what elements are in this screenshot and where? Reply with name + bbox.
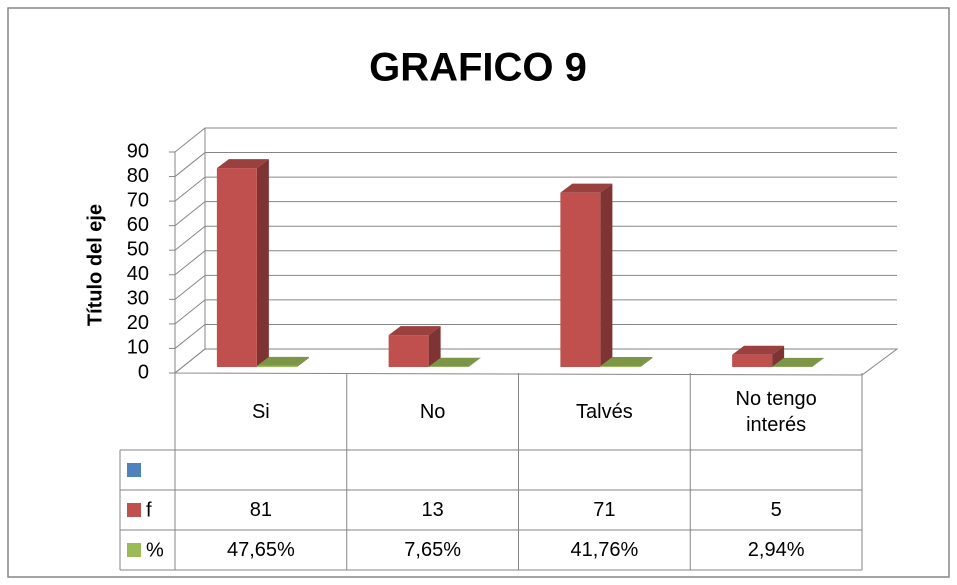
bar-top [256,356,309,366]
value-label: 47,65% [226,539,295,561]
y-tick-label: 50 [127,239,149,261]
value-label: 71 [593,499,616,521]
bar-side [428,326,441,367]
y-tick-label: 10 [127,337,149,359]
grid-line [174,152,897,177]
y-tick-label: 20 [127,312,149,334]
legend-swatch [127,503,141,517]
value-label: 41,76% [570,539,639,561]
chart-title: GRAFICO 9 [369,46,587,90]
value-label: 5 [770,499,782,521]
grid-line [174,225,897,251]
y-tick-label: 70 [127,189,149,211]
category-label: No [419,400,446,423]
bar-top [428,357,481,367]
value-label: 81 [249,499,272,521]
category-label: Si [251,400,270,423]
bar-top [560,183,613,193]
bar [732,354,773,367]
bar-side [772,345,785,367]
bar-side [296,356,309,367]
value-label: 7,65% [404,539,461,561]
y-tick-label: 40 [127,263,149,285]
legend-label: f [146,499,152,521]
bar-top [732,345,785,355]
bar-side [812,357,825,367]
category-label: Talvés [576,400,633,423]
bar-side [468,357,481,367]
grid-line [174,176,897,202]
grid-line [174,127,897,153]
y-tick-label: 90 [127,140,149,162]
grid-line [174,250,897,276]
bar-top [772,357,825,367]
bar-side [640,356,653,367]
grid-line [174,348,897,374]
value-label: 2,94% [747,539,805,561]
bar-top [216,159,269,169]
grid-line [174,299,897,325]
y-tick-label: 0 [138,361,149,383]
y-axis-title: Título del eje [84,204,106,326]
legend-label: % [146,539,164,561]
y-tick-label: 80 [127,165,149,187]
chart-border [7,7,950,578]
y-tick-label: 30 [127,288,149,310]
grid-line [174,201,897,227]
legend-swatch [127,543,141,557]
bar [560,192,601,367]
bar-top [388,326,441,336]
y-tick-label: 60 [127,214,149,236]
bar [388,335,429,367]
legend-swatch [127,463,141,477]
value-label: 13 [421,499,444,521]
bar [600,365,641,367]
grid-line [174,274,897,300]
bar-side [600,183,613,367]
grid-line [174,323,897,349]
bar-side [256,159,269,367]
category-label: No tengo interés [735,387,817,436]
bar [216,168,257,367]
bar [256,365,297,367]
bar-top [600,356,653,366]
